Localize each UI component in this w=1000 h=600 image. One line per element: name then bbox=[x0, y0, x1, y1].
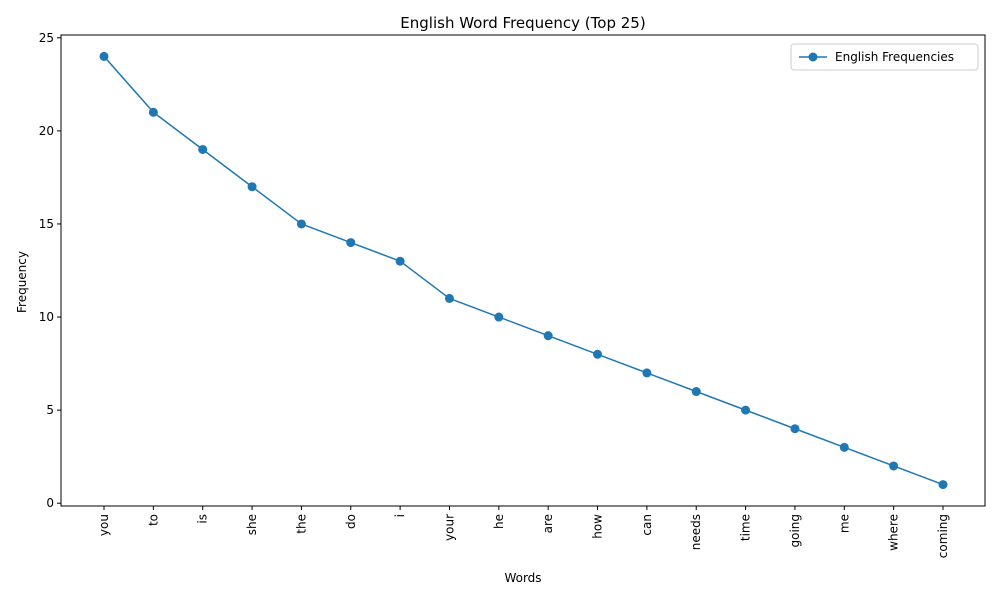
legend-box bbox=[790, 43, 979, 71]
data-point bbox=[395, 256, 405, 266]
x-tick-label: coming bbox=[936, 514, 950, 558]
y-tick-label: 10 bbox=[39, 310, 54, 324]
data-point bbox=[494, 312, 504, 322]
x-tick-label: me bbox=[837, 514, 851, 533]
y-tick-label: 25 bbox=[39, 31, 54, 45]
legend: English Frequencies bbox=[790, 43, 979, 71]
x-tick-label: your bbox=[442, 514, 456, 541]
data-point bbox=[642, 368, 652, 378]
chart-title: English Word Frequency (Top 25) bbox=[400, 14, 645, 32]
data-point bbox=[790, 424, 800, 434]
data-point bbox=[346, 238, 356, 248]
x-tick-label: do bbox=[344, 514, 358, 529]
x-tick-label: time bbox=[739, 514, 753, 541]
x-tick-label: the bbox=[294, 514, 308, 534]
x-tick-label: to bbox=[146, 514, 160, 526]
data-point bbox=[938, 480, 948, 490]
x-tick-label: can bbox=[640, 514, 654, 536]
y-tick-label: 15 bbox=[39, 217, 54, 231]
data-point bbox=[198, 144, 208, 154]
x-axis-label: Words bbox=[504, 571, 541, 585]
data-point bbox=[741, 405, 751, 415]
y-tick-label: 20 bbox=[39, 124, 54, 138]
legend-label: English Frequencies bbox=[835, 50, 954, 64]
x-tick-label: are bbox=[541, 514, 555, 533]
x-tick-label: he bbox=[492, 514, 506, 529]
x-tick-label: she bbox=[245, 514, 259, 535]
x-tick-label: needs bbox=[689, 514, 703, 550]
data-point bbox=[593, 349, 603, 359]
data-point bbox=[444, 293, 454, 303]
x-tick-label: where bbox=[887, 514, 901, 551]
data-point bbox=[247, 182, 257, 192]
x-tick-label: how bbox=[591, 514, 605, 539]
data-point bbox=[99, 51, 109, 61]
plot-area: 0 5 10 15 20 25 you to is she the do i your he are how ca… bbox=[39, 31, 986, 558]
series-line bbox=[103, 55, 944, 486]
axes-frame bbox=[60, 34, 986, 507]
data-point bbox=[691, 387, 701, 397]
data-point bbox=[543, 331, 553, 341]
x-tick-label: is bbox=[196, 514, 210, 524]
x-tick-label: i bbox=[393, 514, 407, 517]
data-point bbox=[148, 107, 158, 117]
x-tick-label: you bbox=[97, 514, 111, 536]
y-tick-label: 5 bbox=[46, 403, 54, 417]
x-tick-label: going bbox=[788, 514, 802, 548]
legend-marker-swatch bbox=[808, 52, 818, 62]
data-point bbox=[296, 219, 306, 229]
data-point bbox=[839, 442, 849, 452]
data-point bbox=[889, 461, 899, 471]
y-tick-label: 0 bbox=[46, 496, 54, 510]
y-axis-label: Frequency bbox=[15, 251, 29, 313]
